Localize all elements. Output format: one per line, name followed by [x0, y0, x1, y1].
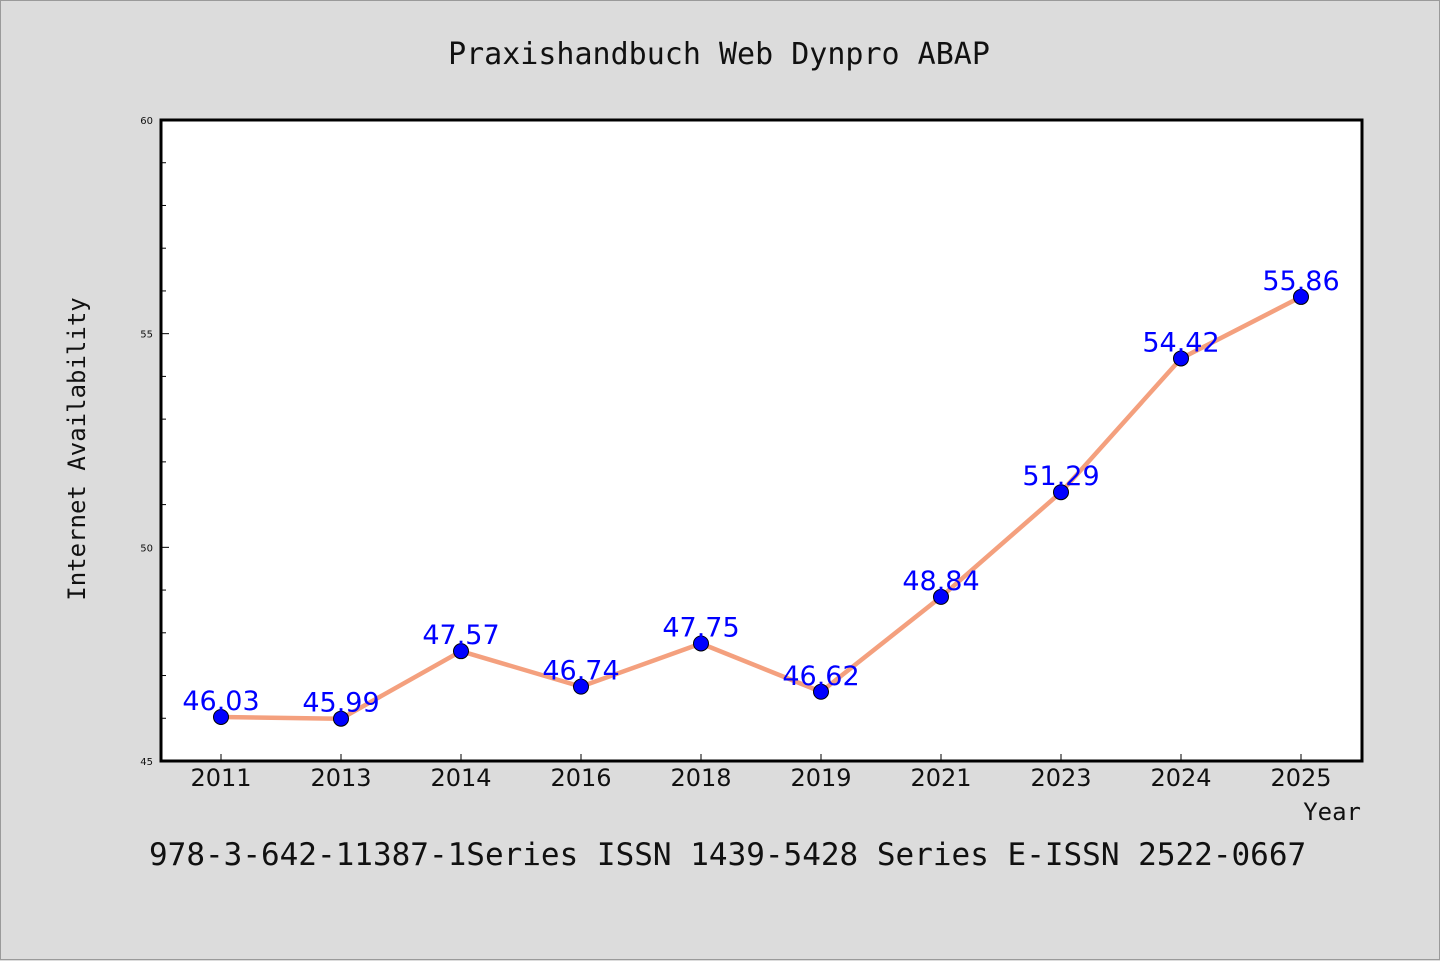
data-point	[813, 683, 829, 700]
isbn-issn-footer: 978-3-642-11387-1Series ISSN 1439-5428 S…	[149, 837, 1306, 873]
x-tick-label: 2013	[310, 764, 371, 792]
data-label: 47.57	[422, 620, 499, 651]
data-point	[213, 708, 229, 725]
x-tick-label: 2014	[430, 764, 491, 792]
data-point	[453, 643, 469, 660]
data-point	[573, 678, 589, 695]
y-tick-label: 60	[140, 116, 153, 127]
data-label: 51.29	[1022, 461, 1099, 492]
data-point	[693, 635, 709, 652]
x-tick-label: 2018	[670, 764, 731, 792]
y-tick-label: 45	[140, 757, 153, 768]
x-tick-label: 2021	[910, 764, 971, 792]
data-labels: 46.03 45.99 47.57 46.74 47.75 46.62 48.84 51.29…	[182, 266, 1339, 719]
x-tick-label: 2023	[1030, 764, 1091, 792]
data-label: 45.99	[302, 688, 379, 719]
y-tick-label: 55	[140, 330, 153, 341]
data-markers	[213, 288, 1309, 727]
data-point	[1293, 288, 1309, 305]
plot-frame	[159, 118, 1364, 763]
data-label: 54.42	[1142, 327, 1219, 358]
y-axis-label: Internet Availability	[63, 297, 91, 600]
data-point	[333, 710, 349, 727]
plot-area	[161, 120, 1362, 761]
data-label: 46.62	[782, 661, 859, 692]
x-tick-label: 2019	[790, 764, 851, 792]
x-tick-label: 2016	[550, 764, 611, 792]
data-label: 48.84	[902, 566, 979, 597]
data-label: 47.75	[662, 612, 739, 643]
x-axis-ticks: 2011 2013 2014 2016 2018 2019 2021 2023 2024 2025	[190, 754, 1332, 792]
data-label: 46.74	[542, 656, 619, 687]
x-tick-label: 2024	[1150, 764, 1211, 792]
series-line	[218, 294, 1304, 721]
data-label: 55.86	[1262, 266, 1339, 297]
x-tick-label: 2025	[1270, 764, 1331, 792]
data-point	[1053, 484, 1069, 501]
x-tick-label: 2011	[190, 764, 251, 792]
y-tick-label: 50	[140, 543, 153, 554]
x-axis-label: Year	[1303, 798, 1361, 826]
data-point	[933, 588, 949, 605]
data-point	[1173, 350, 1189, 367]
data-label: 46.03	[182, 686, 259, 717]
chart-title: Praxishandbuch Web Dynpro ABAP	[448, 37, 990, 72]
